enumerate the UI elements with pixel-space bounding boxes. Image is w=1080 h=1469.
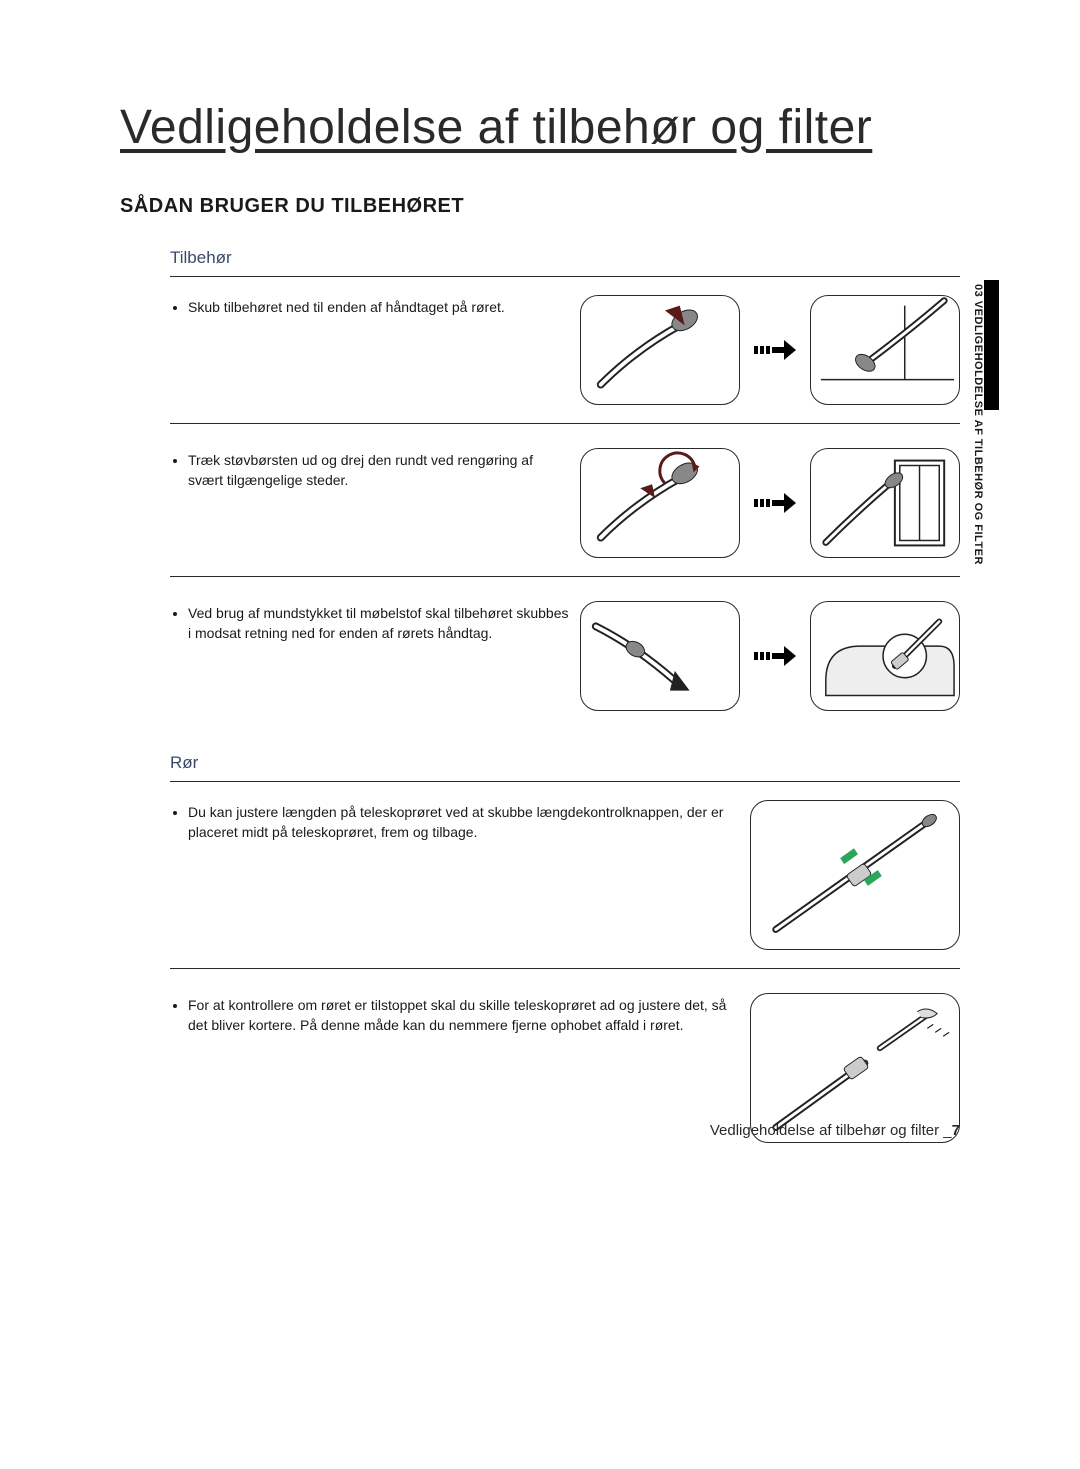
accessory-item-1: Skub tilbehøret ned til enden af håndtag… [170,295,960,405]
accessory-item-3: Ved brug af mundstykket til møbelstof sk… [170,601,960,711]
accessory-rule [170,276,960,277]
divider [170,576,960,577]
illustration-handle-attach [580,295,740,405]
illustration-telescope-detach [750,993,960,1143]
side-tab-marker [984,280,999,410]
page-title: Vedligeholdelse af tilbehør og filter [120,100,960,155]
footer-page-number: 7 [952,1122,960,1139]
illustration-brush-rotate [580,448,740,558]
accessory-item-2-text: Træk støvbørsten ud og drej den rundt ve… [170,448,570,491]
page-footer: Vedligeholdelse af tilbehør og filter _7 [710,1122,960,1139]
arrow-icon [754,644,796,668]
illustration-window-clean [810,448,960,558]
accessory-item-2-illustrations [580,448,960,558]
illustration-telescope-adjust [750,800,960,950]
illustration-corner-clean [810,295,960,405]
divider [170,423,960,424]
accessory-item-3-illustrations [580,601,960,711]
illustration-reverse-attach [580,601,740,711]
accessory-heading: Tilbehør [170,248,960,268]
side-tab-label: 03 VEDLIGEHOLDELSE AF TILBEHØR OG FILTER [970,280,984,580]
footer-text: Vedligeholdelse af tilbehør og filter _ [710,1122,952,1139]
pipe-item-1: Du kan justere længden på teleskoprøret … [170,800,960,950]
divider [170,968,960,969]
accessory-item-2: Træk støvbørsten ud og drej den rundt ve… [170,448,960,558]
pipe-rule [170,781,960,782]
arrow-icon [754,338,796,362]
pipe-item-1-text: Du kan justere længden på teleskoprøret … [170,800,740,843]
pipe-heading: Rør [170,753,960,773]
side-tab: 03 VEDLIGEHOLDELSE AF TILBEHØR OG FILTER [970,280,1000,580]
pipe-item-2: For at kontrollere om røret er tilstoppe… [170,993,960,1143]
illustration-sofa-clean [810,601,960,711]
accessory-item-3-text: Ved brug af mundstykket til møbelstof sk… [170,601,570,644]
accessory-item-1-text: Skub tilbehøret ned til enden af håndtag… [170,295,570,317]
section-heading: SÅDAN BRUGER DU TILBEHØRET [120,195,960,218]
pipe-item-2-text: For at kontrollere om røret er tilstoppe… [170,993,740,1036]
accessory-item-1-illustrations [580,295,960,405]
arrow-icon [754,491,796,515]
